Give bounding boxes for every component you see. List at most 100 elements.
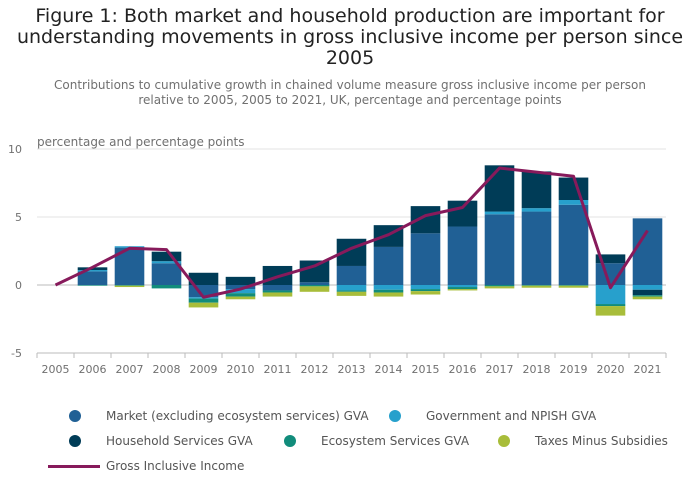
legend-swatch-market — [69, 410, 81, 422]
bar-segment — [77, 271, 108, 285]
bar-segment — [114, 285, 145, 288]
bar-segment — [447, 289, 478, 291]
x-tick-label: 2006 — [79, 363, 107, 376]
bar-segment — [447, 200, 478, 227]
legend-label-market: Market (excluding ecosystem services) GV… — [106, 409, 369, 423]
chart-plot: -5 0 5 10 2005 2006 2007 2008 2009 2010 2011 2012 20… — [8, 143, 667, 376]
bar-segment — [299, 286, 330, 292]
bar-segment — [188, 272, 219, 285]
x-tick-label: 2014 — [375, 363, 403, 376]
bar-segment — [262, 292, 293, 297]
bar-segment — [373, 289, 404, 293]
bar-segment — [262, 290, 293, 293]
x-tick-label: 2018 — [523, 363, 551, 376]
legend-label-ecosystem: Ecosystem Services GVA — [321, 434, 470, 448]
bar-segment — [299, 282, 330, 285]
y-tick-label: -5 — [11, 347, 22, 360]
bar-segment — [447, 285, 478, 288]
bar-segment — [336, 285, 367, 291]
legend-label-household: Household Services GVA — [106, 434, 253, 448]
bar-segment — [595, 306, 626, 316]
bar-segment — [484, 165, 515, 212]
bar-segment — [77, 270, 108, 272]
bar-segment — [77, 285, 108, 286]
bar-segment — [410, 291, 441, 295]
bar-segment — [632, 296, 663, 300]
x-tick-label: 2011 — [264, 363, 292, 376]
bar-segment — [410, 233, 441, 285]
x-tick-label: 2021 — [634, 363, 662, 376]
bar-segment — [151, 261, 182, 264]
bar-segment — [484, 286, 515, 289]
bar-segment — [225, 293, 256, 297]
bar-segment — [373, 246, 404, 285]
bar-segment — [225, 285, 256, 290]
bar-segment — [521, 171, 552, 209]
bar-segment — [373, 285, 404, 290]
legend-swatch-household — [69, 435, 81, 447]
bar-segment — [373, 292, 404, 297]
bar-segment — [299, 285, 330, 287]
bar-segment — [447, 226, 478, 285]
bar-segment — [484, 211, 515, 215]
legend-label-taxes: Taxes Minus Subsidies — [535, 434, 668, 448]
bar-segment — [632, 289, 663, 296]
x-tick-label: 2015 — [412, 363, 440, 376]
bar-segment — [151, 251, 182, 262]
legend-swatch-taxes — [498, 435, 510, 447]
legend-swatch-ecosystem — [284, 435, 296, 447]
bar-segment — [558, 204, 589, 285]
x-tick-label: 2016 — [449, 363, 477, 376]
bar-segment — [336, 290, 367, 292]
x-tick-label: 2017 — [486, 363, 514, 376]
bar-segment — [632, 218, 663, 285]
x-tick-label: 2007 — [116, 363, 144, 376]
bar-segment — [225, 296, 256, 300]
x-tick-label: 2019 — [560, 363, 588, 376]
bar-segment — [188, 298, 219, 303]
bar-segment — [632, 295, 663, 297]
y-tick-label: 5 — [15, 211, 22, 224]
bar-segment — [632, 285, 663, 290]
bar-segment — [521, 285, 552, 286]
bar-segment — [410, 285, 441, 290]
bar-segment — [484, 285, 515, 287]
bar-segment — [484, 214, 515, 285]
bar-segment — [262, 285, 293, 291]
legend-label-gii: Gross Inclusive Income — [106, 459, 245, 473]
line-gross-inclusive-income — [54, 166, 649, 299]
legend: Market (excluding ecosystem services) GV… — [0, 400, 700, 490]
chart-subtitle: Contributions to cumulative growth in ch… — [54, 78, 646, 107]
x-tick-label: 2012 — [301, 363, 329, 376]
x-tick-label: 2009 — [190, 363, 218, 376]
legend-swatch-gii — [48, 465, 100, 468]
bar-segment — [225, 276, 256, 285]
x-tick-label: 2010 — [227, 363, 255, 376]
bar-segment — [558, 200, 589, 205]
bar-segment — [151, 263, 182, 285]
bar-segment — [299, 260, 330, 283]
x-tick-label: 2005 — [42, 363, 70, 376]
legend-label-government: Government and NPISH GVA — [426, 409, 597, 423]
bar-segment — [151, 285, 182, 289]
axes: -5 0 5 10 2005 2006 2007 2008 2009 2010 2011 2012 20… — [8, 143, 667, 376]
bar-segment — [595, 285, 626, 305]
bar-segment — [521, 285, 552, 288]
bar-segment — [595, 254, 626, 264]
chart-title: Figure 1: Both market and household prod… — [16, 5, 684, 69]
bar-segment — [410, 289, 441, 292]
bar-segment — [521, 211, 552, 285]
bar-segment — [114, 285, 145, 286]
bar-segment — [188, 302, 219, 308]
bar-segment — [595, 304, 626, 307]
bar-segment — [558, 285, 589, 288]
y-axis-label: percentage and percentage points — [37, 135, 245, 149]
bar-segment — [225, 289, 256, 294]
bar-segment — [558, 285, 589, 286]
y-tick-label: 0 — [15, 279, 22, 292]
bar-segment — [447, 287, 478, 290]
x-tick-label: 2013 — [338, 363, 366, 376]
bar-segment — [336, 265, 367, 285]
line-series — [54, 166, 649, 299]
x-tick-label: 2008 — [153, 363, 181, 376]
